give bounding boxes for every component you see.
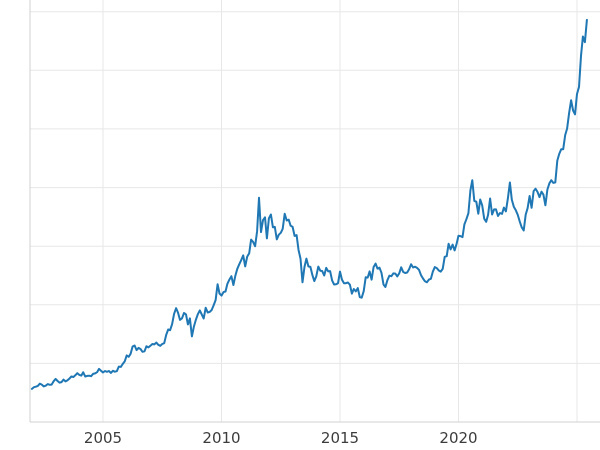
price-series-line <box>30 18 588 390</box>
x-tick-label: 2005 <box>84 429 122 447</box>
x-tick-label: 2015 <box>321 429 359 447</box>
x-tick-label: 2020 <box>439 429 477 447</box>
x-tick-label: 2010 <box>202 429 240 447</box>
